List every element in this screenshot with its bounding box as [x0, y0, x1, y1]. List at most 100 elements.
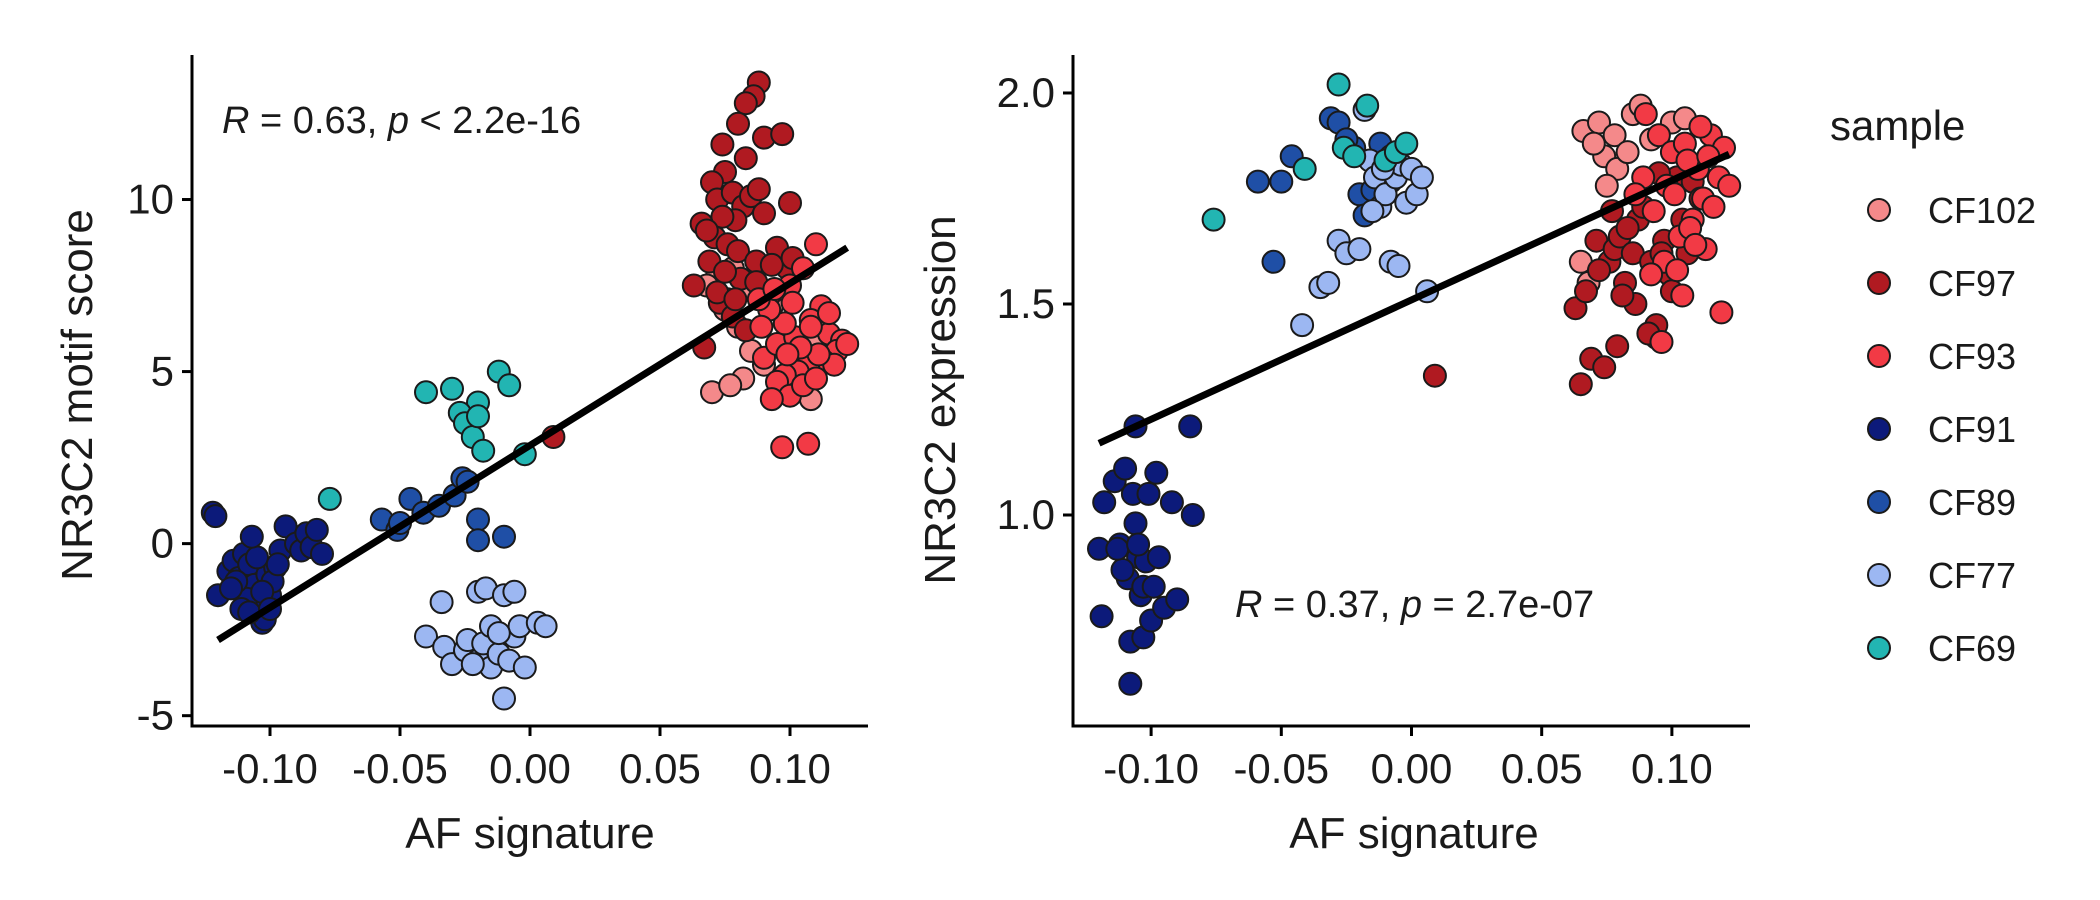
- point-CF91: [1146, 545, 1171, 570]
- fit-line-group: [1097, 150, 1731, 447]
- point-CF93: [1639, 262, 1664, 287]
- point-CF93: [835, 332, 860, 356]
- point-CF97: [713, 259, 737, 284]
- x-axis-title: AF signature: [1289, 809, 1538, 858]
- point-CF102: [1602, 123, 1627, 148]
- point-CF93: [1665, 258, 1690, 283]
- point-CF93: [1688, 114, 1713, 139]
- point-CF97: [759, 252, 784, 277]
- point-CF97: [746, 177, 771, 202]
- point-CF91: [1165, 587, 1190, 612]
- point-CF93: [749, 314, 774, 339]
- point-CF97: [1610, 283, 1635, 308]
- x-tick-label: 0.05: [619, 745, 701, 792]
- legend-swatch-CF102: [1867, 198, 1891, 222]
- point-CF91: [1123, 511, 1148, 536]
- scatter-points: [200, 70, 860, 711]
- legend-label-CF102: CF102: [1928, 190, 2036, 231]
- point-CF89: [1245, 169, 1270, 194]
- point-CF97: [1592, 355, 1617, 380]
- legend-swatch-CF93: [1867, 344, 1891, 368]
- point-CF91: [245, 545, 269, 570]
- point-CF77: [460, 652, 485, 677]
- point-CF97: [694, 218, 719, 243]
- point-CF77: [486, 621, 511, 646]
- panel-motif-score: -5 0 5 10 -0.10 -0.05 0.00 0.05 0.10 R = 0.63, p…: [53, 55, 868, 858]
- point-CF77: [1316, 270, 1341, 295]
- point-CF77: [1386, 254, 1411, 278]
- point-CF97: [723, 287, 748, 312]
- axes: -5 0 5 10 -0.10 -0.05 0.00 0.05 0.10: [127, 55, 868, 792]
- x-tick-label: -0.05: [1233, 745, 1329, 792]
- point-CF77: [512, 655, 537, 680]
- point-CF93: [798, 314, 823, 339]
- point-CF93: [1701, 194, 1726, 219]
- point-CF93: [780, 290, 805, 315]
- point-CF97: [681, 273, 706, 298]
- y-tick-label: 0: [151, 520, 174, 567]
- point-CF102: [1615, 140, 1640, 165]
- point-CF91: [1110, 557, 1135, 582]
- point-CF91: [1126, 532, 1151, 557]
- legend-label-CF97: CF97: [1928, 263, 2016, 304]
- point-CF69: [497, 373, 522, 398]
- point-CF69: [1292, 156, 1317, 181]
- point-CF93: [1662, 182, 1687, 207]
- point-CF91: [1178, 414, 1203, 439]
- y-axis-title: NR3C2 motif score: [53, 209, 102, 581]
- legend-label-CF91: CF91: [1928, 409, 2016, 450]
- point-CF93: [770, 435, 795, 460]
- point-CF97: [726, 239, 750, 264]
- point-CF93: [804, 366, 828, 391]
- correlation-annotation: R = 0.37, p = 2.7e-07: [1235, 584, 1594, 626]
- legend-swatch-CF97: [1867, 271, 1891, 295]
- point-CF77: [1360, 199, 1385, 224]
- point-CF91: [1089, 604, 1114, 629]
- point-CF93: [759, 387, 784, 412]
- panel-expression: 1.0 1.5 2.0 -0.10 -0.05 0.00 0.05 0.10 R = 0.37…: [916, 55, 1750, 858]
- point-CF93: [1649, 330, 1674, 354]
- point-CF97: [733, 91, 758, 116]
- point-CF93: [804, 232, 828, 257]
- y-axis-title: NR3C2 expression: [916, 215, 965, 584]
- point-CF93: [1646, 123, 1671, 148]
- point-CF91: [239, 524, 264, 549]
- point-CF93: [1709, 300, 1734, 325]
- point-CF97: [770, 122, 795, 147]
- point-CF69: [1355, 93, 1380, 118]
- point-CF91: [1144, 460, 1169, 485]
- x-tick-label: 0.10: [749, 745, 831, 792]
- point-CF91: [1136, 481, 1161, 506]
- correlation-annotation: R = 0.63, p < 2.2e-16: [222, 100, 581, 142]
- scatter-points: [1087, 72, 1742, 696]
- point-CF97: [1615, 216, 1640, 240]
- point-CF93: [1683, 232, 1708, 257]
- point-CF69: [466, 404, 490, 429]
- legend-title: sample: [1830, 102, 1965, 149]
- point-CF97: [710, 132, 735, 157]
- point-CF91: [304, 517, 329, 542]
- point-CF91: [265, 552, 290, 577]
- point-CF91: [1180, 503, 1205, 527]
- point-CF69: [414, 380, 438, 405]
- point-CF69: [440, 376, 464, 401]
- point-CF89: [1269, 169, 1294, 194]
- point-CF89: [466, 528, 490, 553]
- y-tick-label: -5: [137, 692, 174, 739]
- point-CF77: [502, 579, 527, 604]
- legend-swatch-CF91: [1867, 417, 1891, 441]
- x-tick-label: 0.05: [1501, 745, 1583, 792]
- point-CF91: [1118, 671, 1143, 696]
- point-CF93: [1633, 102, 1658, 127]
- axes: 1.0 1.5 2.0 -0.10 -0.05 0.00 0.05 0.10: [997, 55, 1750, 792]
- x-tick-label: 0.00: [1371, 745, 1453, 792]
- x-tick-label: -0.10: [1103, 745, 1199, 792]
- point-CF97: [733, 146, 758, 171]
- point-CF93: [1641, 199, 1666, 224]
- regression-line: [1097, 150, 1731, 447]
- point-CF77: [533, 614, 558, 639]
- point-CF91: [310, 541, 334, 566]
- point-CF69: [1342, 144, 1367, 169]
- point-CF77: [414, 624, 438, 649]
- legend-swatch-CF77: [1867, 563, 1891, 587]
